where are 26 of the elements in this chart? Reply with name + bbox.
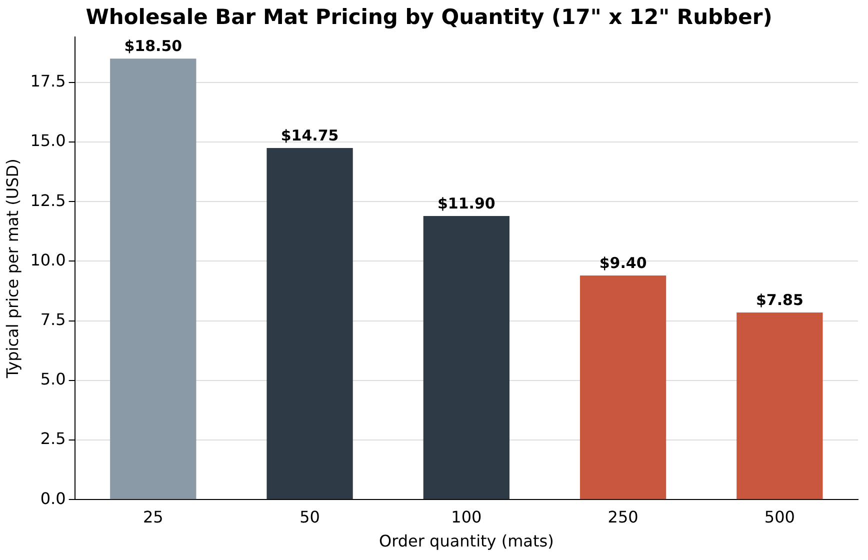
data-label: $9.40: [599, 254, 647, 272]
y-tick-label: 17.5: [30, 72, 66, 91]
x-axis-title: Order quantity (mats): [379, 532, 554, 551]
bar: [266, 148, 353, 500]
bar: [110, 58, 196, 500]
y-tick-label: 15.0: [30, 131, 66, 150]
x-tick-label: 100: [451, 507, 482, 526]
x-tick-label: 500: [764, 507, 795, 526]
y-axis-title: Typical price per mat (USD): [2, 158, 22, 380]
bar: [736, 312, 823, 500]
chart-title: Wholesale Bar Mat Pricing by Quantity (17" x 12" Rubber): [86, 5, 772, 30]
y-tick-label: 10.0: [30, 250, 66, 270]
x-tick-label: 50: [300, 507, 320, 526]
bar: [580, 276, 666, 500]
data-label: $14.75: [280, 126, 339, 144]
bar: [423, 216, 510, 500]
y-tick-label: 5.0: [40, 370, 66, 389]
x-tick-label: 250: [608, 507, 638, 526]
x-tick-label: 25: [142, 507, 164, 526]
y-tick-label: 0.0: [40, 488, 66, 508]
data-label: $7.85: [756, 290, 804, 309]
y-tick-label: 2.5: [40, 429, 66, 448]
data-label: $18.50: [124, 37, 182, 56]
data-label: $11.90: [437, 194, 496, 212]
y-tick-label: 12.5: [30, 190, 66, 210]
y-tick-label: 7.5: [40, 310, 66, 329]
